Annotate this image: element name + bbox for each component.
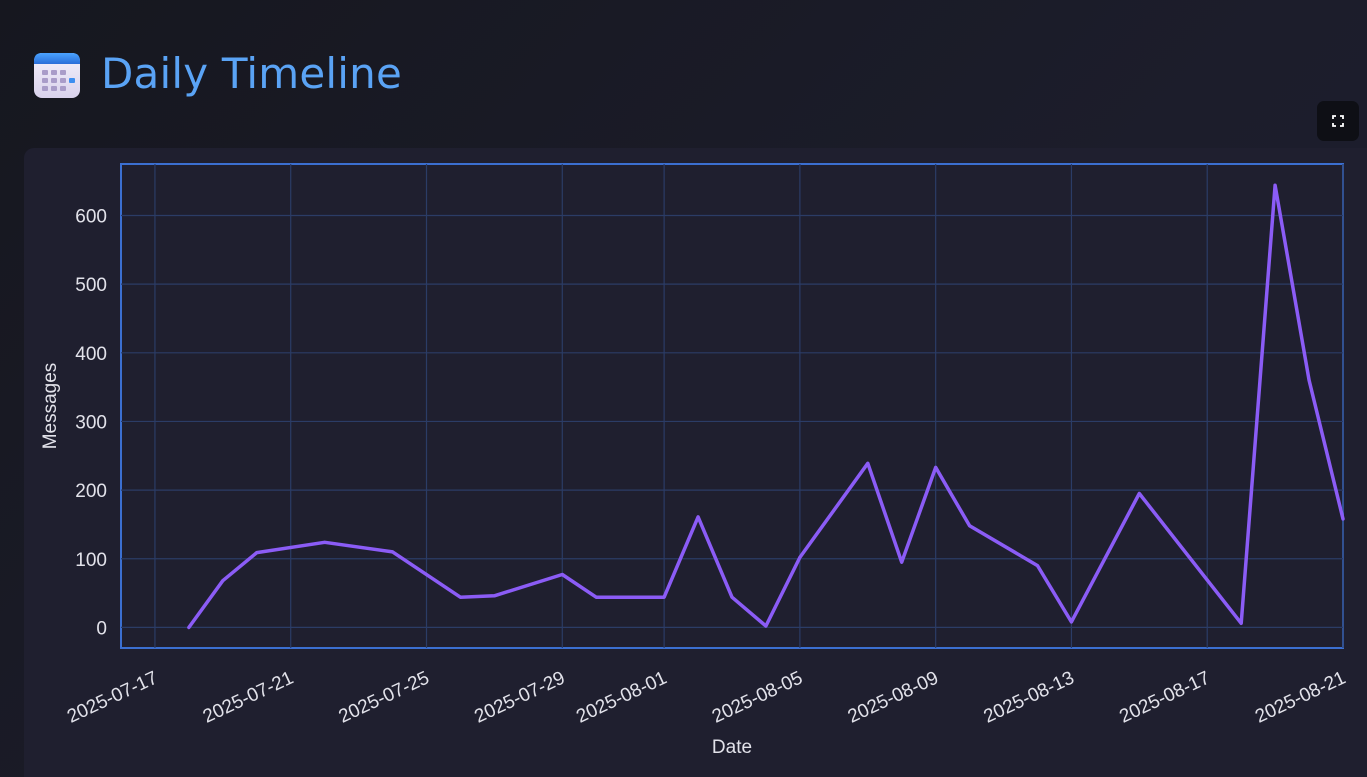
page-title: Daily Timeline bbox=[101, 49, 403, 98]
series-line bbox=[187, 183, 1345, 630]
x-tick-label: 2025-07-25 bbox=[336, 667, 433, 727]
grid-lines bbox=[121, 164, 1344, 648]
fullscreen-button[interactable] bbox=[1317, 101, 1359, 141]
y-axis-label: Messages bbox=[40, 363, 61, 450]
y-tick-label: 100 bbox=[75, 550, 107, 571]
series-line-layer bbox=[187, 183, 1345, 630]
x-tick-label: 2025-07-21 bbox=[200, 667, 297, 727]
y-tick-label: 0 bbox=[96, 618, 107, 639]
y-tick-label: 500 bbox=[75, 275, 107, 296]
x-tick-label: 2025-08-13 bbox=[981, 667, 1078, 727]
x-axis-label: Date bbox=[712, 737, 752, 758]
y-tick-labels: 0 100 200 300 400 500 600 bbox=[75, 206, 107, 639]
x-tick-label: 2025-08-05 bbox=[709, 667, 806, 727]
calendar-icon bbox=[34, 53, 80, 98]
line-chart: 0 100 200 300 400 500 600 2025-07-17 2025-07-21… bbox=[40, 163, 1349, 758]
chart-card: 0 100 200 300 400 500 600 2025-07-17 2025-07-21… bbox=[24, 148, 1367, 777]
x-tick-label: 2025-08-01 bbox=[573, 667, 670, 727]
x-tick-label: 2025-07-17 bbox=[64, 667, 161, 727]
y-tick-label: 300 bbox=[75, 412, 107, 433]
fullscreen-icon bbox=[1332, 115, 1344, 127]
x-tick-label: 2025-08-17 bbox=[1116, 667, 1213, 727]
y-tick-label: 600 bbox=[75, 206, 107, 227]
x-tick-label: 2025-08-21 bbox=[1252, 667, 1349, 727]
x-tick-labels: 2025-07-17 2025-07-21 2025-07-25 2025-07-29… bbox=[64, 667, 1349, 727]
x-tick-label: 2025-07-29 bbox=[471, 667, 568, 727]
chart-frame bbox=[120, 163, 1344, 649]
x-tick-label: 2025-08-09 bbox=[845, 667, 942, 727]
y-tick-label: 200 bbox=[75, 481, 107, 502]
y-tick-label: 400 bbox=[75, 344, 107, 365]
header: Daily Timeline bbox=[33, 44, 402, 104]
